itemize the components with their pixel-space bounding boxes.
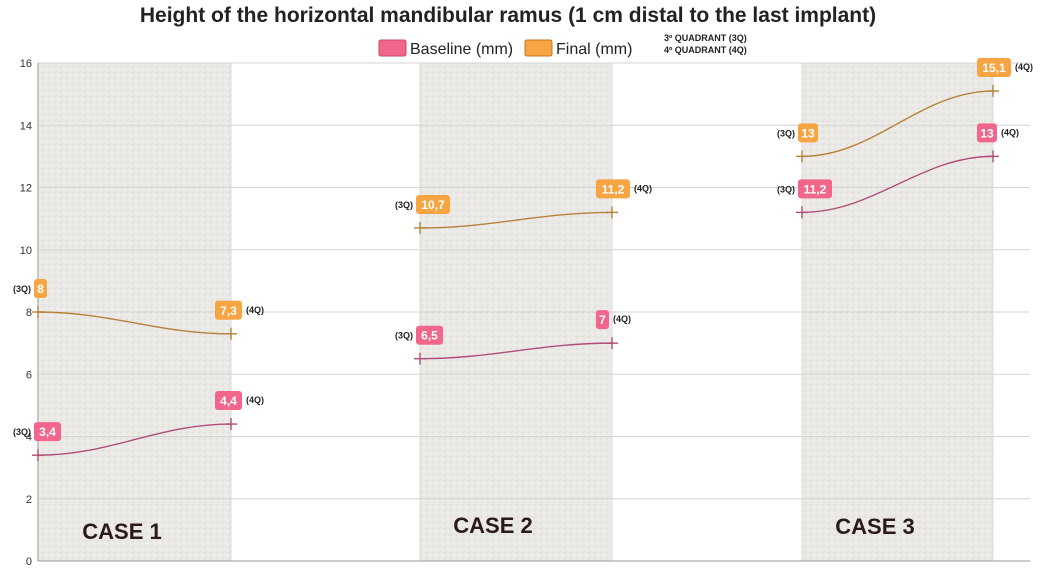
y-axis-ticks: 0 2 4 6 8 10 12 14 16 — [20, 58, 32, 568]
final-value-label: 13 — [798, 123, 818, 143]
quadrant-label: (3Q) — [395, 200, 413, 210]
baseline-marker — [32, 449, 44, 462]
case-label-1: CASE 1 — [82, 519, 161, 544]
chart-title: Height of the horizontal mandibular ramu… — [140, 4, 876, 27]
final-marker — [225, 327, 237, 340]
final-value-label: 8 — [34, 279, 47, 298]
case-labels: CASE 1 CASE 2 CASE 3 — [82, 513, 914, 544]
svg-text:8: 8 — [37, 282, 44, 296]
final-value-label: 11,2 — [596, 179, 630, 199]
final-line-case-1 — [37, 311, 232, 335]
final-value-label: 15,1 — [977, 58, 1011, 78]
quadrant-label: (4Q) — [613, 314, 631, 324]
y-tick-label: 0 — [26, 556, 32, 568]
baseline-value-label: 11,2 — [798, 179, 832, 199]
legend-label-baseline: Baseline (mm) — [410, 41, 513, 58]
quadrant-label: (4Q) — [1001, 127, 1019, 137]
baseline-marker — [796, 206, 808, 219]
baseline-marker — [414, 352, 426, 365]
final-marker — [414, 221, 426, 234]
quadrant-label: (4Q) — [246, 395, 264, 405]
svg-text:15,1: 15,1 — [982, 61, 1006, 75]
quadrant-label: (3Q) — [13, 427, 31, 437]
baseline-line-case-1 — [37, 423, 232, 456]
svg-text:7: 7 — [599, 313, 606, 327]
baseline-value-label: 3,4 — [34, 422, 61, 442]
baseline-value-label: 6,5 — [416, 325, 443, 345]
final-value-label: 10,7 — [416, 194, 450, 214]
y-tick-label: 10 — [20, 245, 32, 257]
legend-swatch-baseline — [378, 39, 407, 57]
quadrant-label: (3Q) — [777, 128, 795, 138]
legend-swatch-final — [524, 39, 553, 57]
baseline-marker — [606, 337, 618, 350]
y-tick-label: 12 — [20, 183, 32, 195]
svg-text:11,2: 11,2 — [602, 182, 625, 196]
case-label-3: CASE 3 — [835, 514, 914, 539]
final-marker — [987, 85, 999, 98]
quadrant-label: (4Q) — [1015, 62, 1033, 72]
baseline-line-case-2 — [419, 342, 613, 360]
svg-text:6,5: 6,5 — [421, 329, 438, 343]
legend-label-final: Final (mm) — [556, 41, 632, 58]
y-tick-label: 16 — [20, 58, 32, 70]
baseline-line-case-3 — [801, 155, 994, 214]
baseline-marker — [987, 150, 999, 163]
quadrant-label: (4Q) — [246, 305, 264, 315]
series-lines — [37, 90, 994, 456]
y-tick-label: 14 — [20, 120, 32, 132]
quadrant-label: (3Q) — [13, 284, 31, 294]
y-tick-label: 2 — [26, 494, 32, 506]
y-tick-label: 4 — [26, 432, 32, 444]
data-labels: 3,4 (3Q) 4,4 (4Q) 6,5 (3Q) 7 (4Q) 11,2 (3Q) 13 (4Q)… — [13, 58, 1033, 442]
gridlines — [37, 62, 1030, 562]
svg-text:13: 13 — [801, 126, 815, 140]
baseline-value-label: 4,4 — [215, 391, 242, 411]
baseline-value-label: 13 — [977, 123, 997, 143]
legend: Baseline (mm) Final (mm) 3º QUADRANT (3Q… — [378, 33, 747, 58]
final-value-label: 7,3 — [215, 300, 242, 320]
svg-text:3,4: 3,4 — [39, 425, 56, 439]
svg-text:10,7: 10,7 — [421, 198, 445, 212]
final-marker — [606, 206, 618, 219]
final-marker — [32, 306, 44, 318]
case-label-2: CASE 2 — [453, 513, 532, 538]
final-marker — [796, 150, 808, 163]
final-line-case-3 — [801, 90, 994, 158]
svg-text:7,3: 7,3 — [220, 304, 237, 318]
svg-text:4,4: 4,4 — [220, 394, 237, 408]
baseline-value-label: 7 — [596, 310, 609, 330]
quadrant-label: (3Q) — [395, 331, 413, 341]
final-line-case-2 — [419, 211, 613, 229]
svg-text:13: 13 — [980, 126, 994, 140]
quadrant-label: (3Q) — [777, 184, 795, 194]
quadrant-label: (4Q) — [634, 183, 652, 193]
legend-note-3q: 3º QUADRANT (3Q) — [664, 33, 747, 43]
y-tick-label: 6 — [26, 369, 32, 381]
legend-note-4q: 4º QUADRANT (4Q) — [664, 45, 747, 55]
baseline-marker — [225, 418, 237, 431]
svg-text:11,2: 11,2 — [804, 182, 827, 196]
data-markers — [32, 85, 999, 462]
y-tick-label: 8 — [26, 307, 32, 319]
